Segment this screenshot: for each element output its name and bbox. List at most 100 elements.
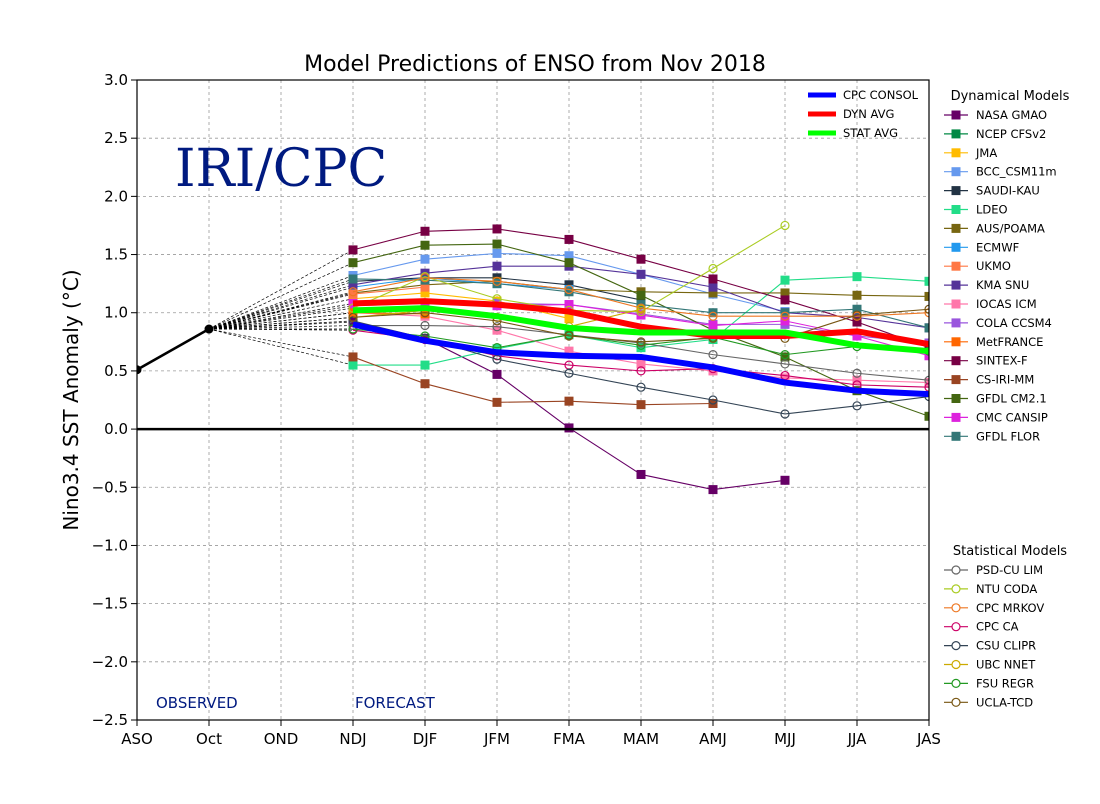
data-point bbox=[636, 359, 646, 369]
x-tick-label: JJA bbox=[847, 730, 868, 748]
series-line bbox=[352, 277, 570, 291]
legend-label-cmc-cansip: CMC CANSIP bbox=[976, 410, 1048, 424]
y-tick-label: 0.0 bbox=[104, 420, 128, 438]
data-point bbox=[924, 375, 929, 385]
summary-legend: CPC CONSOL DYN AVG STAT AVG bbox=[808, 88, 919, 140]
data-point bbox=[852, 401, 862, 411]
y-tick-label: 2.0 bbox=[104, 187, 128, 205]
model-series bbox=[348, 220, 929, 495]
data-point bbox=[492, 239, 502, 249]
data-point bbox=[348, 308, 358, 318]
data-point bbox=[780, 311, 790, 321]
data-point bbox=[636, 400, 646, 410]
data-point bbox=[348, 352, 358, 362]
legend-label-ecmwf: ECMWF bbox=[976, 240, 1019, 254]
x-tick-label: AMJ bbox=[699, 730, 727, 748]
legend-label-metfrance: MetFRANCE bbox=[976, 335, 1043, 349]
series-ukmo bbox=[348, 282, 430, 299]
y-tick-label: 2.5 bbox=[104, 129, 128, 147]
x-tick-label: NDJ bbox=[339, 730, 366, 748]
forecast-connector bbox=[208, 307, 354, 330]
data-point bbox=[564, 331, 574, 341]
legend-label-cola-ccsm4: COLA CCSM4 bbox=[976, 316, 1052, 330]
x-tick-label: FMA bbox=[553, 730, 586, 748]
legend-swatch-marker bbox=[951, 110, 961, 120]
chart-title: Model Predictions of ENSO from Nov 2018 bbox=[304, 52, 766, 77]
y-tick-label: 1.0 bbox=[104, 304, 128, 322]
forecast-connector bbox=[208, 320, 354, 330]
legend-swatch-marker bbox=[951, 205, 961, 214]
data-point bbox=[636, 382, 646, 392]
data-point bbox=[348, 287, 358, 297]
forecast-connector bbox=[208, 280, 354, 330]
legend-label-cpc-mrkov: CPC MRKOV bbox=[976, 601, 1044, 615]
legend-label-cs-iri-mm: CS-IRI-MM bbox=[976, 373, 1034, 387]
forecast-connector bbox=[208, 328, 354, 331]
x-tick-label: ASO bbox=[121, 730, 153, 748]
observed-point bbox=[137, 365, 142, 375]
data-point bbox=[492, 261, 502, 271]
data-point bbox=[780, 288, 790, 298]
legend-group-title: Dynamical Models bbox=[951, 89, 1070, 104]
legend-label-csu-clipr: CSU CLIPR bbox=[976, 639, 1036, 653]
legend-swatch-marker bbox=[951, 337, 961, 347]
data-point bbox=[708, 366, 718, 376]
data-point bbox=[780, 295, 790, 305]
legend-swatch-marker bbox=[951, 129, 961, 139]
data-point bbox=[348, 360, 358, 370]
legend-label-gfdl-flor: GFDL FLOR bbox=[976, 429, 1040, 443]
data-point bbox=[924, 378, 929, 388]
data-point bbox=[924, 304, 929, 314]
legend-swatch-marker bbox=[951, 565, 961, 575]
data-point bbox=[852, 272, 862, 282]
data-point bbox=[924, 308, 929, 318]
y-axis-label: Nino3.4 SST Anomaly (°C) bbox=[59, 269, 83, 530]
data-point bbox=[564, 280, 574, 290]
data-point bbox=[924, 276, 929, 286]
legend-swatch-marker bbox=[951, 431, 961, 441]
data-point bbox=[636, 254, 646, 264]
data-point bbox=[420, 254, 430, 264]
data-point bbox=[780, 475, 790, 485]
y-tick-label: −2.5 bbox=[92, 711, 128, 729]
data-point bbox=[420, 379, 430, 389]
forecast-connector bbox=[208, 284, 354, 330]
data-point bbox=[636, 295, 646, 305]
data-point bbox=[492, 279, 502, 289]
data-point bbox=[492, 369, 502, 379]
data-point bbox=[708, 350, 718, 360]
data-point bbox=[852, 290, 862, 300]
y-tick-label: −0.5 bbox=[92, 478, 128, 496]
data-point bbox=[564, 234, 574, 244]
data-point bbox=[348, 245, 358, 255]
legend-label-ncep-cfsv2: NCEP CFSv2 bbox=[976, 127, 1046, 141]
data-point bbox=[852, 310, 862, 320]
data-point bbox=[564, 284, 574, 295]
legend-label-psd-cu-lim: PSD-CU LIM bbox=[976, 563, 1043, 577]
x-tick-label: JFM bbox=[483, 730, 510, 748]
data-point bbox=[924, 291, 929, 301]
y-tick-label: 3.0 bbox=[104, 71, 128, 89]
forecast-connector bbox=[208, 328, 354, 358]
legend-swatch-marker bbox=[951, 603, 961, 613]
iri-cpc-watermark: IRI/CPC bbox=[175, 139, 387, 199]
legend-label-gfdl-cm2-1: GFDL CM2.1 bbox=[976, 392, 1047, 406]
data-point bbox=[924, 351, 929, 361]
legend-swatch-marker bbox=[951, 299, 961, 309]
data-point bbox=[924, 411, 929, 421]
data-point bbox=[492, 248, 502, 258]
legend-label-sintex-f: SINTEX-F bbox=[976, 354, 1028, 368]
legend-swatch-marker bbox=[951, 186, 961, 196]
legend-label-ucla-tcd: UCLA-TCD bbox=[976, 695, 1033, 709]
x-tick-label: MAM bbox=[623, 730, 659, 748]
summary-legend-label: STAT AVG bbox=[843, 126, 898, 140]
legend-swatch-marker bbox=[951, 622, 961, 632]
data-point bbox=[852, 312, 862, 322]
grid-lines bbox=[137, 80, 929, 720]
data-point bbox=[780, 220, 790, 231]
forecast-connector bbox=[208, 321, 354, 330]
legend-swatch-marker bbox=[951, 318, 961, 328]
data-point bbox=[852, 304, 862, 314]
x-tick-label: OND bbox=[264, 730, 299, 748]
